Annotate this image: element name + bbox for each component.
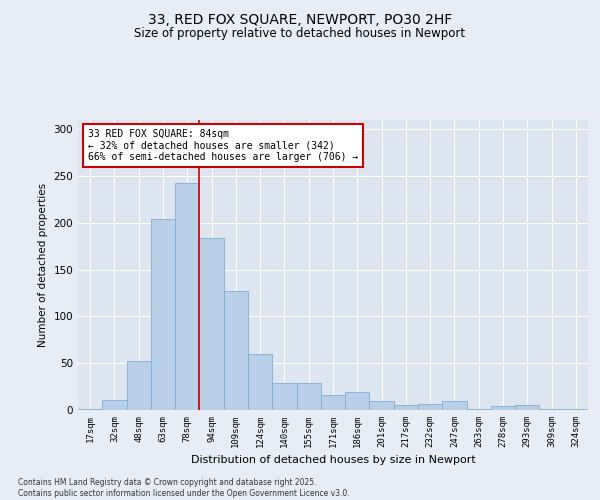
Y-axis label: Number of detached properties: Number of detached properties	[38, 183, 48, 347]
Text: Size of property relative to detached houses in Newport: Size of property relative to detached ho…	[134, 28, 466, 40]
Bar	[78, 409, 102, 410]
Bar	[345, 392, 370, 410]
Bar	[515, 406, 539, 410]
Bar	[175, 182, 199, 410]
Bar	[491, 406, 515, 410]
Text: 33, RED FOX SQUARE, NEWPORT, PO30 2HF: 33, RED FOX SQUARE, NEWPORT, PO30 2HF	[148, 12, 452, 26]
Bar	[394, 406, 418, 410]
Bar	[272, 383, 296, 410]
Bar	[224, 291, 248, 410]
Bar	[127, 362, 151, 410]
Bar	[418, 404, 442, 410]
Bar	[467, 409, 491, 410]
Bar	[442, 400, 467, 410]
Bar	[370, 400, 394, 410]
Bar	[199, 238, 224, 410]
Text: 33 RED FOX SQUARE: 84sqm
← 32% of detached houses are smaller (342)
66% of semi-: 33 RED FOX SQUARE: 84sqm ← 32% of detach…	[88, 128, 358, 162]
X-axis label: Distribution of detached houses by size in Newport: Distribution of detached houses by size …	[191, 456, 475, 466]
Text: Contains HM Land Registry data © Crown copyright and database right 2025.
Contai: Contains HM Land Registry data © Crown c…	[18, 478, 350, 498]
Bar	[248, 354, 272, 410]
Bar	[564, 409, 588, 410]
Bar	[321, 395, 345, 410]
Bar	[102, 400, 127, 410]
Bar	[296, 383, 321, 410]
Bar	[539, 409, 564, 410]
Bar	[151, 219, 175, 410]
